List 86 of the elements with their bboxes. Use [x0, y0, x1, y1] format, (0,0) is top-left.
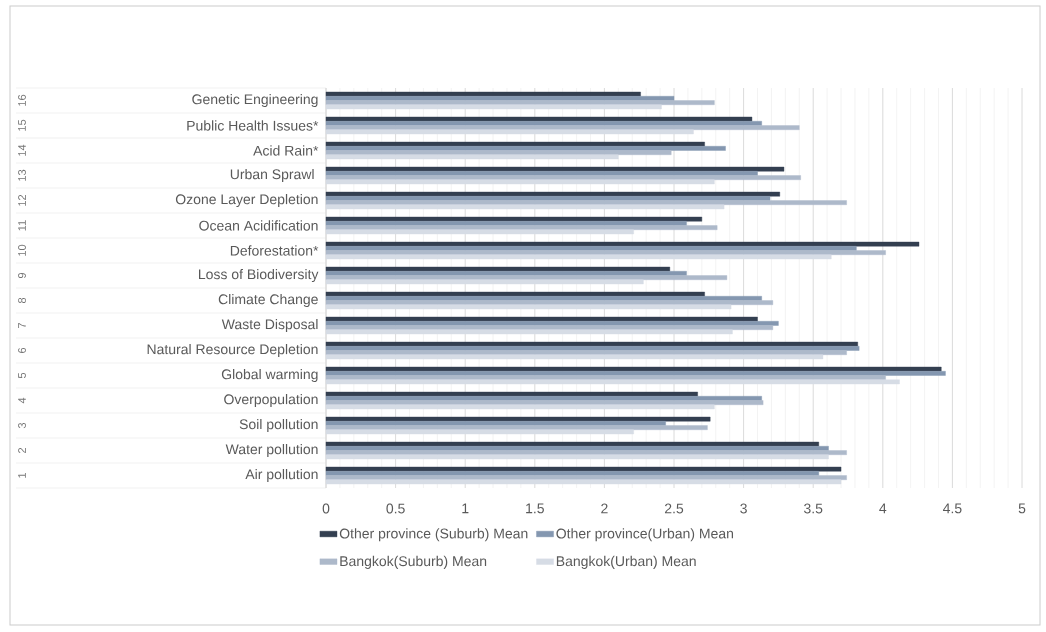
- text: 11: [18, 220, 26, 231]
- bar: [325, 200, 847, 205]
- bar: [325, 175, 801, 180]
- text: 4: [18, 397, 26, 404]
- y-tick-label: Soil pollution: [239, 418, 318, 433]
- bar: [325, 104, 662, 110]
- bar: [325, 391, 698, 397]
- y-tick-label: Genetic Engineering: [192, 93, 318, 108]
- text: 12: [18, 194, 26, 206]
- bar: [325, 466, 842, 472]
- bar: [325, 341, 858, 347]
- bar: [325, 229, 634, 235]
- x-tick-label: 4: [879, 503, 887, 514]
- legend-label: Bangkok(Suburb) Mean: [340, 555, 487, 569]
- y-tick-label: Natural Resource Depletion: [147, 343, 318, 358]
- bar: [325, 379, 900, 385]
- text: 1: [18, 472, 26, 478]
- bar: [325, 150, 672, 155]
- y-tick-label: Ocean Acidification: [199, 220, 318, 231]
- bar: [325, 204, 725, 210]
- bar: [325, 216, 703, 222]
- bar: [325, 454, 829, 460]
- y-tick-label: Global warming: [221, 368, 318, 383]
- bar: [325, 266, 671, 272]
- y-tick-label: Public Health Issues*: [187, 120, 319, 131]
- text: 8: [18, 297, 26, 304]
- y-tick-label: Water pollution: [225, 443, 318, 458]
- y-tick-label: Deforestation*: [230, 245, 319, 256]
- bar: [325, 291, 705, 297]
- bar: [325, 425, 708, 430]
- x-tick-label: 1: [462, 503, 469, 514]
- x-tick-label: 5: [1018, 503, 1026, 514]
- x-tick-label: 3: [740, 503, 747, 514]
- bar: [325, 116, 753, 122]
- text: 2: [18, 448, 26, 454]
- bar: [325, 154, 619, 160]
- bar: [325, 129, 694, 135]
- bar: [325, 279, 644, 285]
- bar: [325, 125, 800, 130]
- bar: [325, 329, 733, 335]
- bar: [325, 141, 705, 147]
- y-tick-label: Climate Change: [218, 293, 318, 308]
- x-tick-label: 3.5: [804, 503, 823, 514]
- bar: [325, 179, 715, 185]
- y-tick-label: Air pollution: [245, 468, 318, 483]
- text: 10: [18, 244, 26, 256]
- text: 7: [18, 322, 26, 328]
- y-tick-label: Overpopulation: [224, 393, 318, 408]
- bar: [325, 316, 758, 322]
- y-tick-label: Waste Disposal: [221, 318, 318, 333]
- bar: [325, 429, 634, 435]
- bar: [325, 225, 718, 230]
- legend-label: Bangkok(Urban) Mean: [556, 555, 696, 569]
- text: 15: [18, 119, 26, 131]
- bar: [325, 441, 819, 447]
- bar: [325, 354, 824, 360]
- x-tick-label: 1.5: [526, 503, 544, 514]
- x-tick-label: 2.5: [664, 503, 684, 514]
- legend-label: Other province(Urban) Mean: [556, 528, 734, 542]
- text: 6: [18, 347, 26, 353]
- text: 13: [18, 169, 26, 181]
- text: 5: [18, 372, 26, 379]
- bar: [325, 241, 920, 247]
- text: 16: [18, 94, 26, 106]
- y-tick-label: Urban Sprawl: [230, 168, 314, 183]
- bar: [325, 404, 715, 410]
- bar: [325, 366, 942, 372]
- x-tick-label: 2: [601, 503, 608, 514]
- bar: [325, 191, 780, 197]
- x-tick-label: 0.5: [386, 503, 405, 514]
- x-tick-label: 4.5: [942, 503, 962, 514]
- legend-label: Other province (Suburb) Mean: [339, 528, 528, 542]
- text: 14: [18, 144, 26, 156]
- text: 9: [18, 272, 26, 279]
- y-tick-label: Loss of Biodiversity: [199, 268, 319, 283]
- bar: [325, 91, 641, 97]
- bar: [325, 304, 732, 310]
- bar: [325, 416, 711, 422]
- y-tick-label: Ozone Layer Depletion: [175, 193, 318, 208]
- bar: [325, 166, 785, 172]
- text: 3: [18, 422, 26, 429]
- y-tick-label: Acid Rain*: [253, 145, 319, 156]
- x-tick-label: 0: [322, 503, 330, 514]
- bar: [325, 254, 832, 260]
- bar: [325, 479, 842, 485]
- bar: [325, 275, 728, 280]
